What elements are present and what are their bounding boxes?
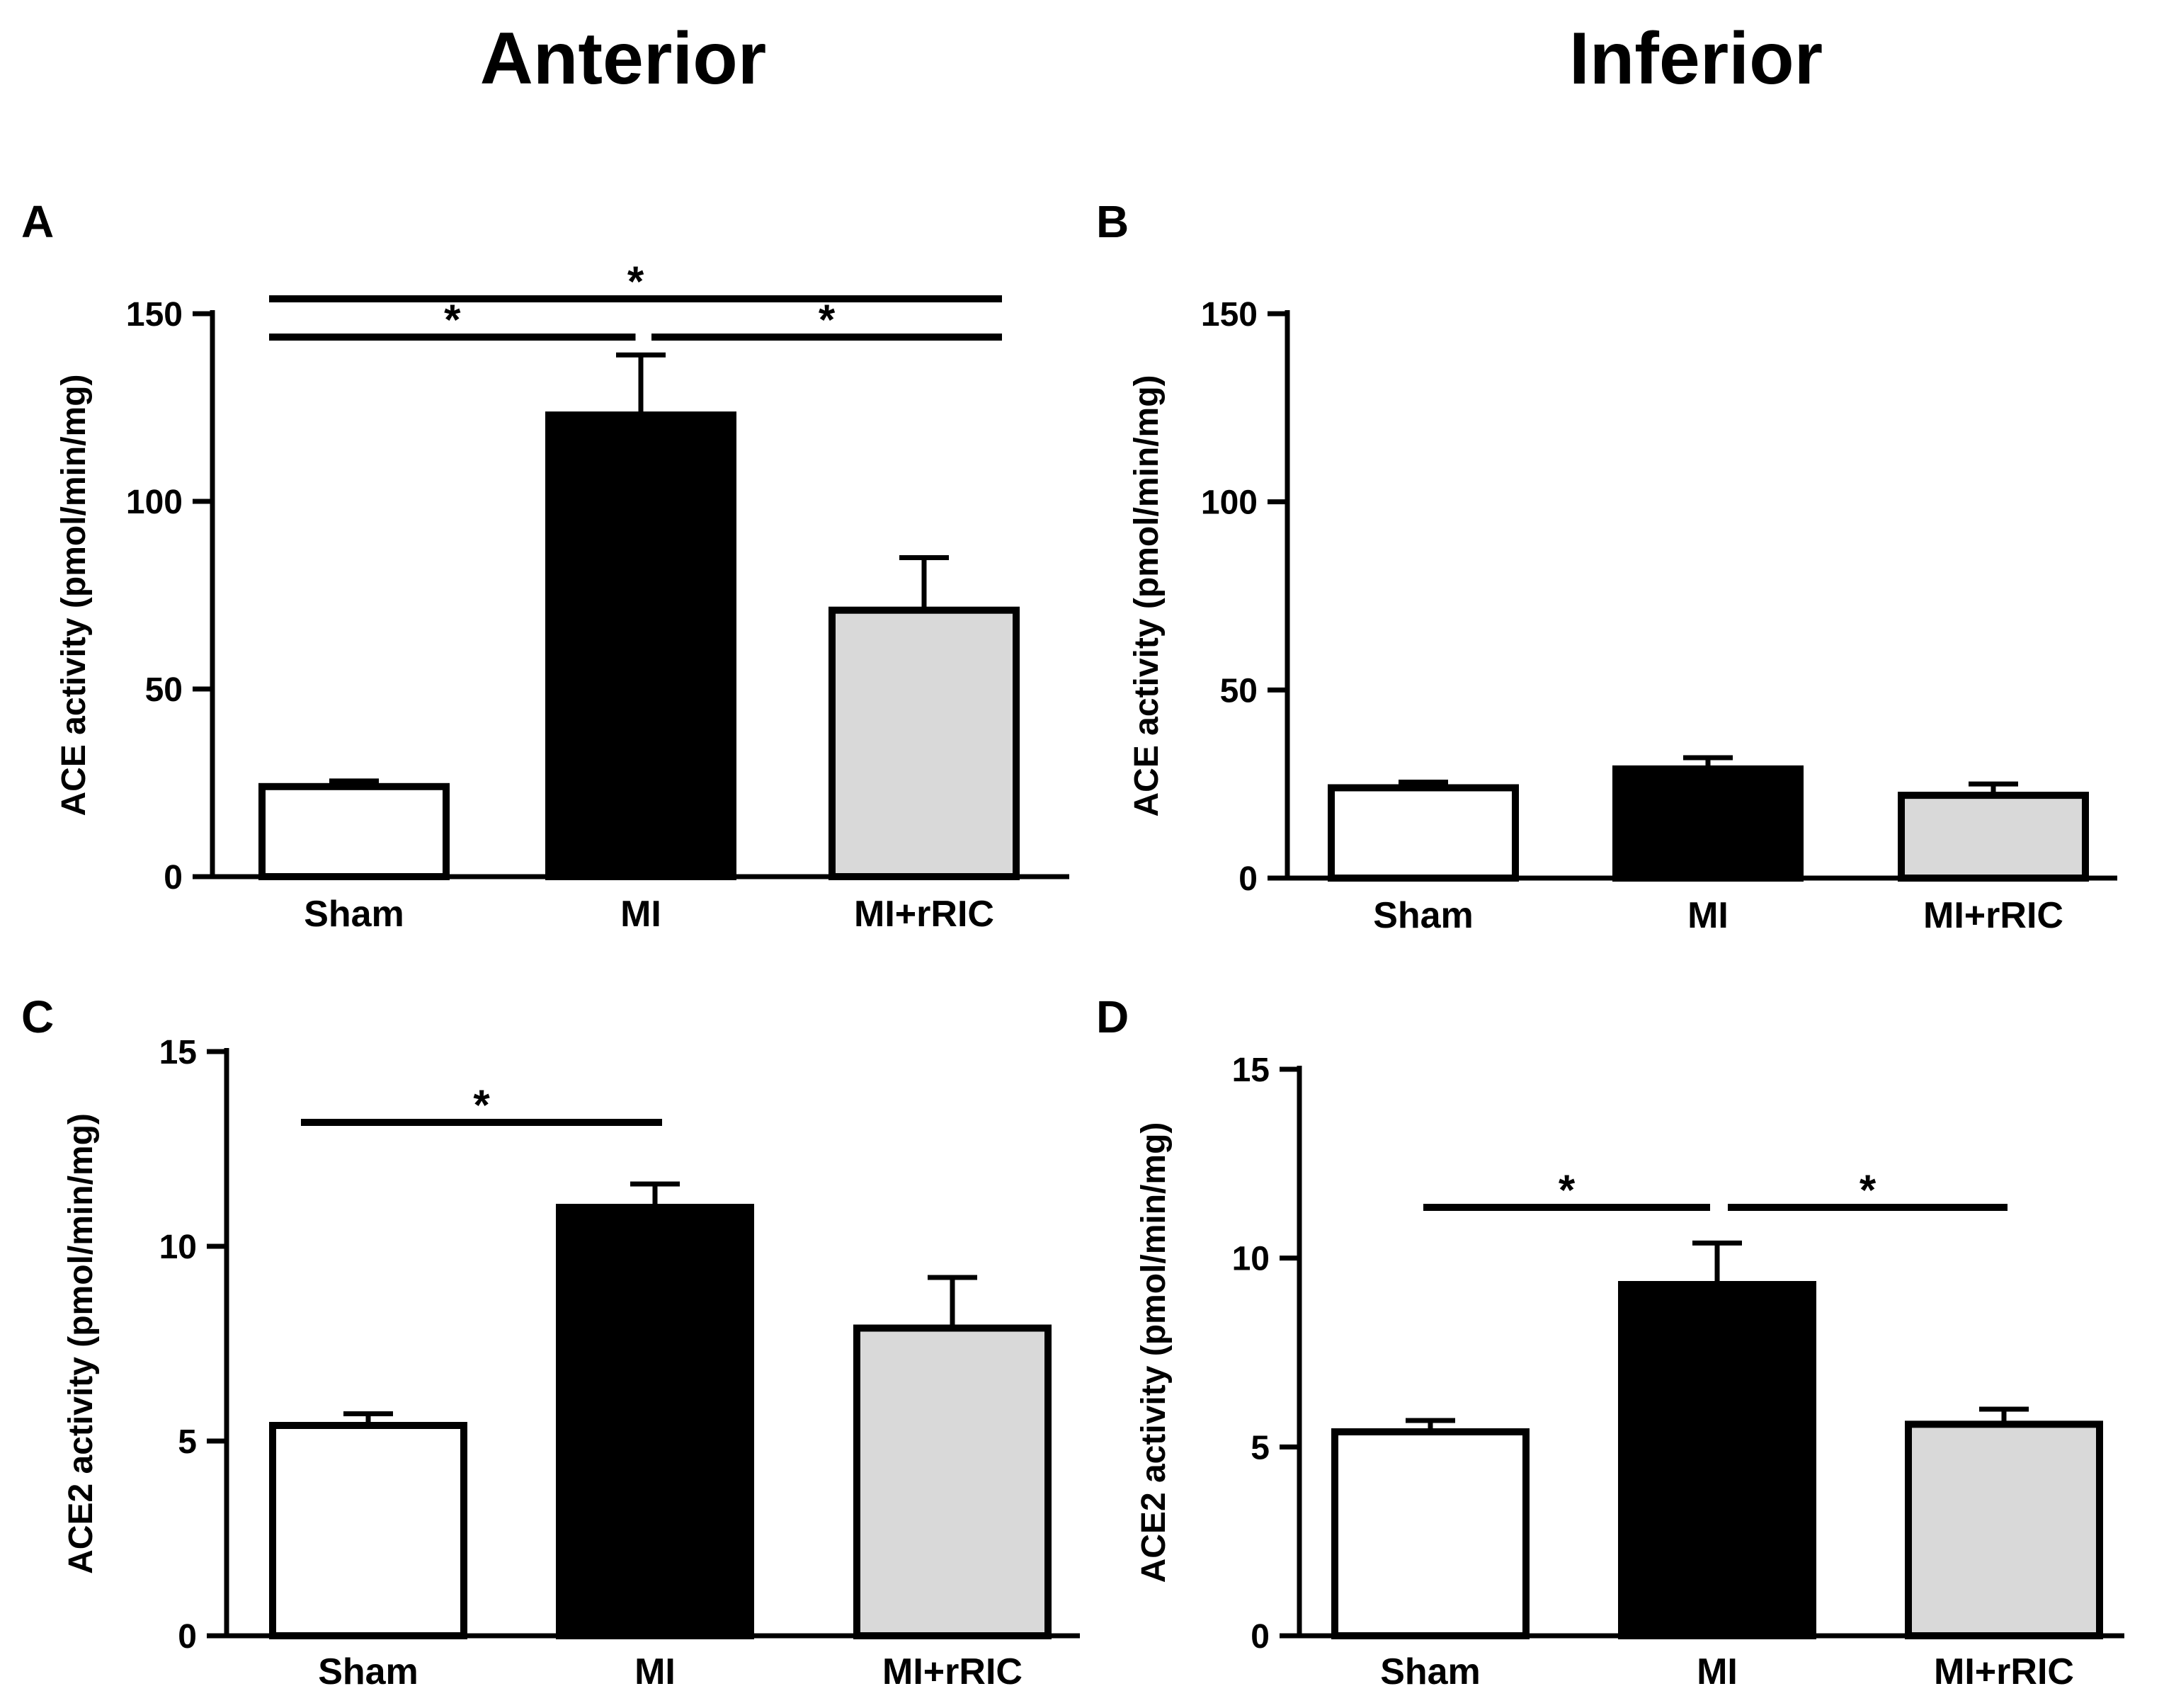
y-tick-label: 10 [159,1229,197,1266]
panel-letter: B [1096,196,1129,247]
x-category-label: Sham [304,894,404,935]
y-tick-label: 100 [126,484,183,521]
x-category-label: MI+rRIC [1934,1651,2074,1692]
y-tick-label: 50 [145,671,183,709]
y-tick-label: 5 [178,1423,197,1461]
significance-star: * [1559,1166,1576,1214]
y-tick-label: 0 [178,1618,197,1656]
y-tick-label: 0 [164,859,183,896]
x-category-label: MI+rRIC [854,894,994,935]
panel-letter: C [21,991,54,1042]
y-tick-label: 15 [159,1034,197,1071]
significance-star: * [473,1081,490,1129]
panel-letter: D [1096,991,1129,1042]
bar-mi-rric [1905,1421,2103,1640]
bar-mi [556,1204,754,1639]
x-category-label: MI [620,894,661,935]
significance-star: * [444,296,461,343]
panel-b: B ACE activity (pmol/min/mg) 0 50 100 150 Sham… [1096,196,2117,936]
panel-d: D ACE2 activity (pmol/min/mg) 0 5 10 15 Sham MI… [1096,991,2124,1692]
y-tick-label: 5 [1251,1429,1270,1467]
x-category-label: MI+rRIC [882,1651,1023,1692]
y-tick-label: 50 [1220,672,1258,710]
y-tick-label: 150 [1201,296,1258,334]
bar-mi-rric [853,1324,1052,1639]
bar-mi-rric [828,606,1020,880]
panel-c: C ACE2 activity (pmol/min/mg) 0 5 10 15 Sham MI… [21,991,1080,1692]
y-axis-label: ACE2 activity (pmol/min/mg) [1135,1122,1173,1583]
y-axis-label: ACE2 activity (pmol/min/mg) [62,1113,100,1574]
bar-sham [1331,1428,1530,1639]
x-category-label: MI [634,1651,676,1692]
panel-letter: A [21,196,54,247]
x-category-label: MI [1697,1651,1738,1692]
column-title-anterior: Anterior [480,18,766,100]
bar-mi [545,411,736,880]
significance-star: * [627,258,644,305]
panel-a: A ACE activity (pmol/min/mg) 0 50 100 150 Sham… [21,196,1069,935]
bar-mi [1618,1281,1816,1639]
y-axis-label: ACE activity (pmol/min/mg) [55,374,93,816]
x-category-label: Sham [1380,1651,1481,1692]
y-tick-label: 150 [126,296,183,334]
significance-star: * [1860,1166,1877,1214]
y-tick-label: 0 [1238,860,1258,898]
x-category-label: MI+rRIC [1923,895,2063,936]
y-tick-label: 100 [1201,484,1258,522]
x-category-label: Sham [1373,895,1474,936]
bar-sham [269,1422,467,1639]
x-category-label: Sham [318,1651,418,1692]
x-category-label: MI [1687,895,1729,936]
column-title-inferior: Inferior [1569,18,1823,100]
y-axis-label: ACE activity (pmol/min/mg) [1128,375,1166,816]
bar-sham [258,782,450,881]
bar-sham [1328,784,1519,882]
y-tick-label: 15 [1232,1052,1270,1089]
y-tick-label: 10 [1232,1241,1270,1278]
bar-mi-rric [1898,792,2089,882]
significance-star: * [819,296,836,343]
y-tick-label: 0 [1251,1618,1270,1656]
bar-mi [1612,765,1804,882]
